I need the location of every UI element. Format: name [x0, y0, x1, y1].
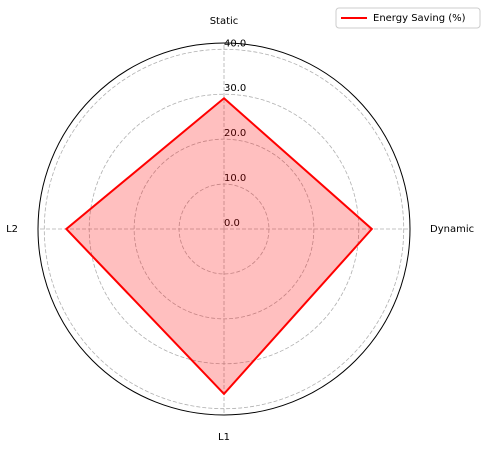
category-label: Dynamic — [430, 224, 474, 235]
r-tick-label: 40.0 — [224, 38, 246, 49]
category-label: L1 — [218, 432, 230, 443]
category-label: L2 — [6, 224, 18, 235]
radar-area — [66, 98, 372, 394]
legend-label: Energy Saving (%) — [373, 13, 466, 24]
r-tick-label: 30.0 — [224, 83, 246, 94]
category-label: Static — [210, 16, 239, 27]
